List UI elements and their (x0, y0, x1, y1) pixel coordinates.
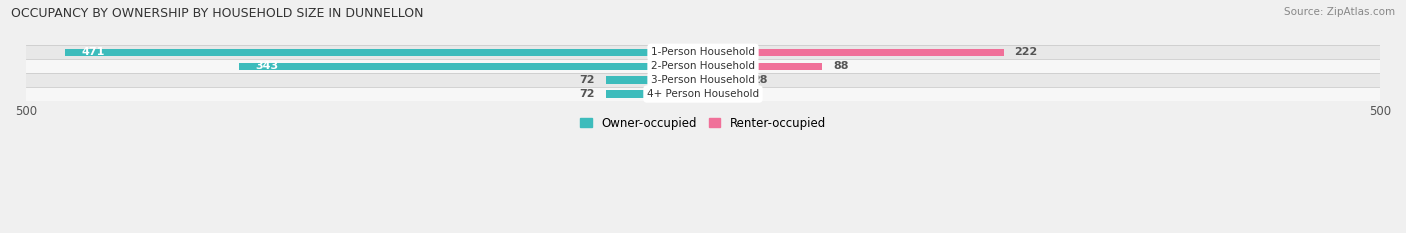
Bar (703, 49, 1004, 56)
Bar (65, 49, 703, 56)
Bar (27, 59, 1379, 73)
Bar (606, 90, 703, 98)
Text: Source: ZipAtlas.com: Source: ZipAtlas.com (1284, 7, 1395, 17)
Bar (703, 63, 823, 70)
Text: 28: 28 (752, 75, 768, 85)
Bar (239, 63, 703, 70)
Text: 222: 222 (1014, 47, 1038, 57)
Text: 88: 88 (832, 61, 848, 71)
Text: OCCUPANCY BY OWNERSHIP BY HOUSEHOLD SIZE IN DUNNELLON: OCCUPANCY BY OWNERSHIP BY HOUSEHOLD SIZE… (11, 7, 423, 20)
Text: 4+ Person Household: 4+ Person Household (647, 89, 759, 99)
Text: 3-Person Household: 3-Person Household (651, 75, 755, 85)
Bar (606, 76, 703, 84)
Text: 471: 471 (82, 47, 105, 57)
Text: 72: 72 (579, 75, 595, 85)
Bar (27, 87, 1379, 101)
Bar (27, 73, 1379, 87)
Bar (27, 45, 1379, 59)
Bar (703, 90, 721, 98)
Text: 72: 72 (579, 89, 595, 99)
Text: 2-Person Household: 2-Person Household (651, 61, 755, 71)
Text: 14: 14 (733, 89, 748, 99)
Text: 343: 343 (254, 61, 278, 71)
Text: 1-Person Household: 1-Person Household (651, 47, 755, 57)
Bar (703, 76, 741, 84)
Legend: Owner-occupied, Renter-occupied: Owner-occupied, Renter-occupied (579, 117, 827, 130)
